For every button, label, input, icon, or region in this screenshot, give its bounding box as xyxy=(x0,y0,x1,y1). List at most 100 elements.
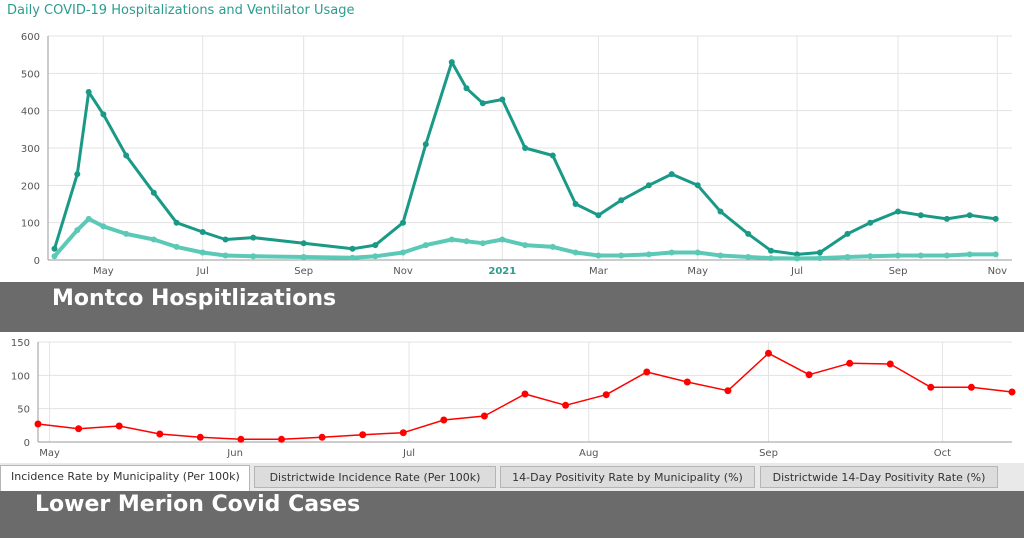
data-point xyxy=(150,189,157,196)
data-point xyxy=(74,227,81,234)
y-tick-label: 50 xyxy=(17,405,30,416)
data-point xyxy=(917,212,924,219)
data-point xyxy=(100,223,107,230)
x-tick-label: 2021 xyxy=(488,266,516,277)
data-point xyxy=(844,254,851,260)
data-point xyxy=(173,219,180,226)
tab-incidence-rate-by-municipality[interactable]: Incidence Rate by Municipality (Per 100k… xyxy=(0,465,250,491)
data-point xyxy=(717,208,724,215)
data-point xyxy=(51,245,58,252)
data-point xyxy=(440,416,448,424)
data-point xyxy=(572,201,579,207)
data-point xyxy=(943,215,950,222)
data-point xyxy=(237,435,245,443)
series-line-2 xyxy=(52,216,998,261)
data-point xyxy=(992,215,999,222)
data-point xyxy=(75,425,83,433)
x-tick-label: Oct xyxy=(934,448,951,459)
data-point xyxy=(100,111,107,118)
data-point xyxy=(422,242,429,249)
montco-banner-label: Montco Hospitlizations xyxy=(52,286,337,311)
data-point xyxy=(522,145,529,151)
data-point xyxy=(479,240,486,247)
x-tick-label: Nov xyxy=(393,266,413,277)
data-point xyxy=(867,253,874,260)
data-point xyxy=(400,249,406,256)
data-point xyxy=(85,215,92,222)
lower-merion-banner-label: Lower Merion Covid Cases xyxy=(35,492,361,517)
data-point xyxy=(448,236,455,243)
data-point xyxy=(349,254,356,261)
data-point xyxy=(156,430,164,438)
data-point xyxy=(400,219,406,226)
data-point xyxy=(895,252,901,259)
data-point xyxy=(668,171,675,178)
x-tick-label: Sep xyxy=(294,266,313,277)
data-point xyxy=(886,360,894,368)
data-point xyxy=(115,422,123,430)
data-point xyxy=(199,249,206,256)
data-point xyxy=(745,254,752,260)
data-point xyxy=(222,236,229,243)
data-point xyxy=(966,251,973,258)
data-point xyxy=(499,236,506,243)
y-tick-label: 300 xyxy=(21,144,40,155)
data-point xyxy=(717,252,724,259)
data-point xyxy=(34,420,42,428)
data-point xyxy=(694,249,701,256)
data-point xyxy=(522,242,529,249)
data-point xyxy=(74,171,81,178)
x-tick-label: Aug xyxy=(579,448,599,459)
data-point xyxy=(278,435,285,443)
data-point xyxy=(595,212,602,219)
data-point xyxy=(618,197,625,204)
data-point xyxy=(927,383,935,391)
x-tick-label: Jul xyxy=(790,266,803,277)
incidence-chart-panel: 0 50 100 150 May Jun Jul Aug Sep Oct xyxy=(0,332,1024,462)
data-point xyxy=(643,368,651,376)
data-point xyxy=(173,243,180,250)
data-point xyxy=(199,229,206,235)
data-point xyxy=(123,230,130,237)
data-point xyxy=(499,96,506,103)
y-tick-label: 200 xyxy=(21,181,40,192)
y-tick-label: 100 xyxy=(11,371,30,382)
data-point xyxy=(794,255,801,262)
data-point xyxy=(549,152,556,159)
data-point xyxy=(150,236,157,243)
data-point xyxy=(463,238,470,245)
data-point xyxy=(668,249,675,256)
data-point xyxy=(917,252,924,259)
data-point xyxy=(602,391,610,399)
data-point xyxy=(694,182,701,189)
data-point xyxy=(844,230,851,237)
data-point xyxy=(318,433,326,441)
data-point xyxy=(992,251,999,258)
data-point xyxy=(123,152,130,159)
data-point xyxy=(1008,388,1016,396)
data-point xyxy=(196,433,204,441)
data-point xyxy=(794,251,801,258)
data-point xyxy=(595,252,602,259)
data-point xyxy=(521,390,529,398)
hospitalizations-chart-panel: Daily COVID-19 Hospitalizations and Vent… xyxy=(7,3,1012,277)
chart-title: Daily COVID-19 Hospitalizations and Vent… xyxy=(7,3,355,18)
montco-banner: Montco Hospitlizations xyxy=(0,282,1024,332)
lower-merion-banner: Lower Merion Covid Cases xyxy=(0,491,1024,538)
tab-districtwide-incidence-rate[interactable]: Districtwide Incidence Rate (Per 100k) xyxy=(254,466,496,488)
tab-positivity-rate-by-municipality[interactable]: 14-Day Positivity Rate by Municipality (… xyxy=(500,466,755,488)
data-point xyxy=(765,349,772,357)
data-point xyxy=(300,240,307,247)
data-point xyxy=(724,387,732,395)
data-point xyxy=(846,359,854,367)
data-point xyxy=(480,412,488,420)
tab-districtwide-positivity-rate[interactable]: Districtwide 14-Day Positivity Rate (%) xyxy=(760,466,998,488)
data-point xyxy=(448,59,455,66)
data-point xyxy=(85,89,92,95)
x-tick-label: Nov xyxy=(988,266,1008,277)
data-point xyxy=(895,208,901,215)
data-point xyxy=(359,431,367,439)
y-tick-label: 0 xyxy=(24,438,30,449)
data-point xyxy=(372,242,379,249)
data-point xyxy=(372,253,379,260)
